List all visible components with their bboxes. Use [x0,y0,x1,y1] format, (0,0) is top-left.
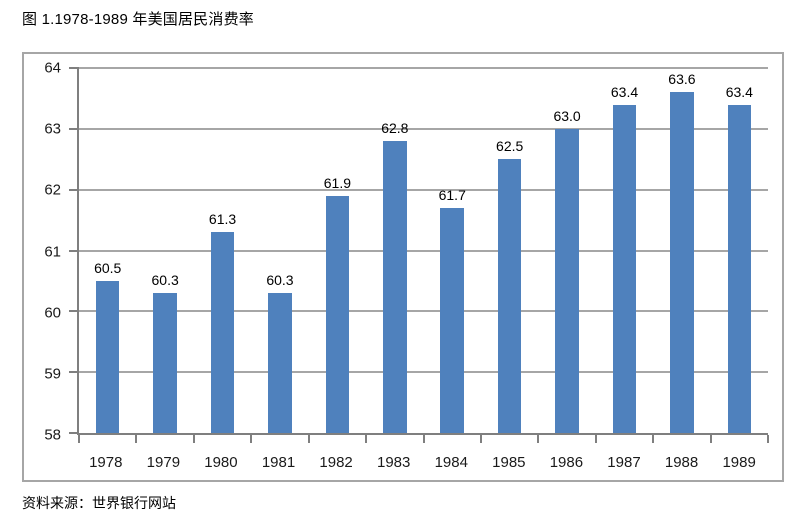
bar-1987 [612,104,637,433]
bar-1985 [497,159,522,433]
x-axis-label: 1985 [492,454,526,471]
gridline [79,310,768,313]
y-axis-label: 58 [44,426,61,444]
x-axis-label: 1978 [89,454,123,471]
bar-value-label: 63.6 [668,71,696,88]
bar-slot: 63.0 [538,68,595,433]
bar-value-label: 60.5 [94,259,122,276]
bar-1984 [440,207,464,433]
x-axis-tick [594,435,597,443]
bar-1979 [153,293,177,433]
x-axis-label: 1981 [261,454,296,471]
x-axis-label: 1979 [146,454,181,471]
x-axis-tick [365,435,368,443]
x-axis-tick [537,435,540,443]
gridline [79,371,768,374]
x-axis-tick [709,435,712,443]
bar-1986 [555,128,579,433]
bar-slot: 60.3 [251,68,308,433]
y-axis-tick [69,67,79,69]
x-axis-tick [307,435,310,443]
x-axis-tick [479,435,482,443]
x-axis-label: 1984 [434,454,468,471]
bar-value-label: 62.8 [381,120,409,136]
x-axis-tick [78,435,80,443]
gridline [79,67,768,69]
bar-slot: 61.3 [194,68,251,433]
bar-slot: 61.7 [424,68,481,433]
gridline [79,127,768,130]
x-axis-labels: 1978 1979 1980 1981 1982 1983 1984 1985 1986 1987… [77,452,768,474]
bar-slot: 62.5 [481,68,538,433]
bar-value-label: 63.4 [725,83,753,100]
x-axis-tick [135,435,138,443]
gridline [79,188,768,191]
y-axis-label: 60 [44,304,61,322]
y-axis-tick [69,310,79,313]
bar-slot: 63.4 [596,68,653,433]
bar-value-label: 63.4 [610,83,639,100]
y-axis-tick [69,249,79,252]
bar-slot: 60.3 [136,68,193,433]
y-axis-tick [69,371,79,374]
bar-1983 [383,141,407,433]
bar-value-label: 60.3 [266,272,294,289]
bar-1982 [325,195,350,433]
bar-slot: 61.9 [309,68,366,433]
y-axis-label: 62 [44,181,61,199]
y-axis-label: 63 [44,120,61,138]
x-axis-label: 1983 [376,454,411,471]
bar-slot: 62.8 [366,68,423,433]
figure-title: 图 1.1978-1989 年美国居民消费率 [22,11,254,28]
y-axis-label: 59 [44,365,61,383]
bar-1980 [210,232,235,433]
y-axis-tick [69,188,79,191]
bar-1989 [727,104,752,433]
bar-1978 [95,280,120,433]
bars-row: 60.5 60.3 61.3 60.3 61.9 62.8 61.7 62.5 63.0 63.4… [79,68,768,433]
bar-value-label: 62.5 [496,138,524,155]
x-axis-label: 1980 [204,454,238,471]
bar-1988 [670,92,694,433]
x-axis-tick [767,435,769,443]
bar-value-label: 61.9 [323,174,352,191]
y-axis-label: 61 [44,243,61,260]
x-axis-label: 1989 [722,454,756,471]
x-axis-label: 1986 [549,454,584,471]
source-note: 资料来源：世界银行网站 [22,495,176,511]
y-axis-tick [69,432,79,434]
x-axis-tick [652,435,655,443]
y-axis-labels: 58 59 60 61 62 63 64 [24,61,75,443]
bar-value-label: 61.7 [438,186,466,203]
plot-area: 60.5 60.3 61.3 60.3 61.9 62.8 61.7 62.5 63.0 63.4… [69,67,769,443]
bar-slot: 63.6 [653,68,710,433]
x-axis-tick [192,435,195,443]
y-axis-label: 64 [44,59,61,77]
x-axis-label: 1987 [607,454,641,471]
bar-slot: 60.5 [79,68,136,433]
bar-1981 [268,293,292,433]
x-axis-label: 1988 [664,454,699,471]
y-axis-tick [69,127,79,130]
bar-slot: 63.4 [711,68,768,433]
x-axis-tick [422,435,425,443]
x-axis-tick [250,435,253,443]
chart-frame: 58 59 60 61 62 63 64 60.5 60.3 61.3 60.3 61.9 62.8 6… [22,52,784,482]
x-axis-label: 1982 [319,454,353,471]
bar-value-label: 61.3 [208,211,237,228]
bar-value-label: 60.3 [151,272,179,289]
gridline [79,249,768,252]
bar-value-label: 63.0 [553,107,581,124]
